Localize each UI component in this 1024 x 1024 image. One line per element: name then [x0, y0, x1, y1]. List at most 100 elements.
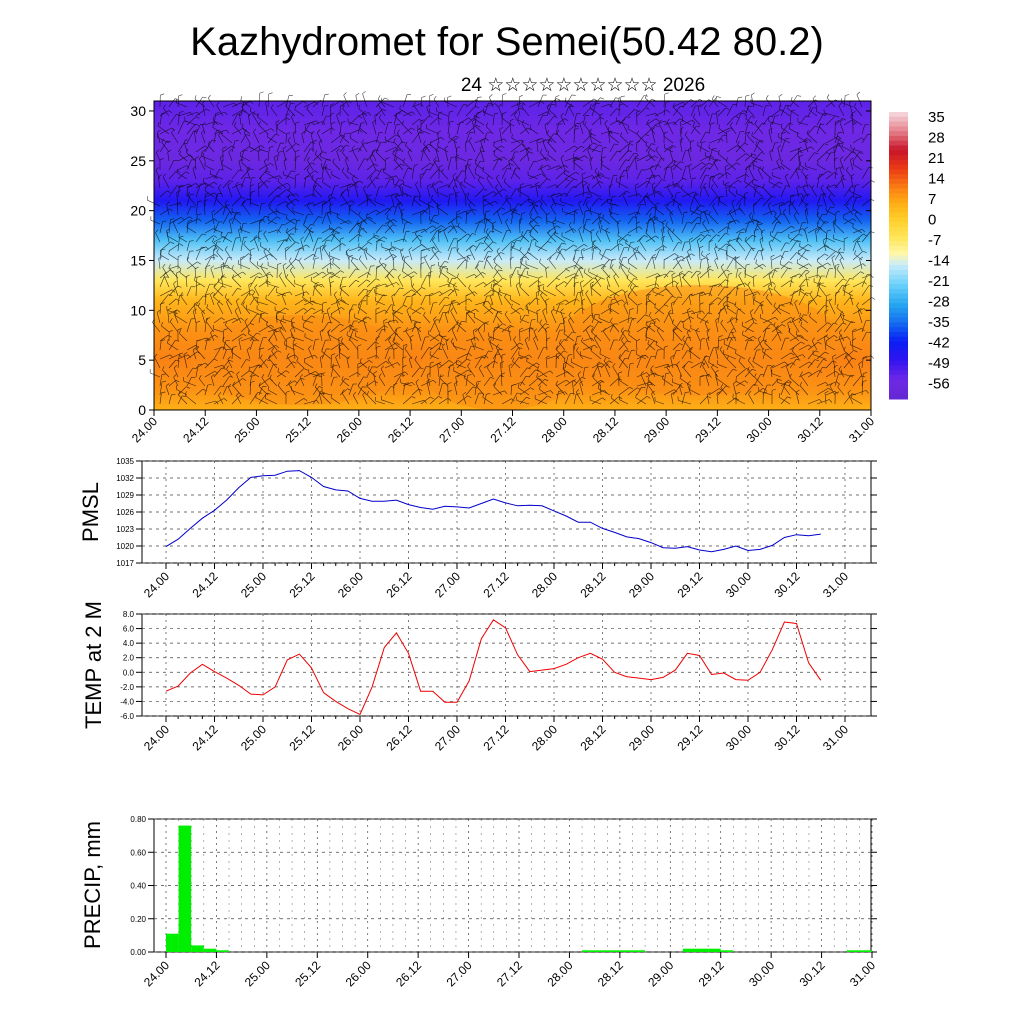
- precip-bar: [720, 950, 734, 952]
- colorbar-cell: [889, 193, 908, 199]
- y-tick-label: 1035: [116, 457, 134, 466]
- x-tick-label: 24.12: [189, 722, 220, 753]
- x-tick-label: 27.12: [487, 414, 518, 445]
- x-tick-label: 26.12: [385, 414, 416, 445]
- colorbar-cell: [889, 298, 908, 304]
- colorbar-cell: [889, 178, 908, 185]
- colorbar-cell: [889, 245, 908, 252]
- colorbar-cell: [889, 360, 908, 367]
- y-tick-label: 1020: [116, 542, 134, 551]
- colorbar-cell: [889, 303, 908, 309]
- colorbar-cell: [889, 394, 908, 400]
- y-axis-label: TEMP at 2 M: [81, 601, 106, 729]
- y-tick-label: -6.0: [120, 712, 134, 721]
- warm-region: [420, 330, 580, 410]
- warm-region: [560, 285, 840, 395]
- colorbar-label: -49: [928, 355, 950, 372]
- colorbar-cell: [889, 212, 908, 218]
- x-tick-label: 31.00: [847, 958, 878, 989]
- colorbar-label: -14: [928, 253, 950, 270]
- colorbar-cell: [889, 312, 908, 319]
- colorbar-label: -28: [928, 294, 950, 311]
- x-tick-label: 26.12: [383, 569, 414, 600]
- colorbar-cell: [889, 308, 908, 314]
- y-tick-label: 20: [130, 203, 146, 219]
- x-tick-label: 27.00: [432, 722, 463, 753]
- colorbar-cell: [889, 375, 908, 381]
- y-tick-label: 8.0: [123, 610, 135, 619]
- colorbar-cell: [889, 236, 908, 242]
- temp-panel: 24.00 24.12 25.00 25.12 26.00 26.12 27.00 27.12…: [0, 601, 877, 753]
- x-tick-label: 24.12: [189, 569, 220, 600]
- x-tick-label: 30.12: [771, 722, 802, 753]
- x-tick-label: 27.00: [432, 569, 463, 600]
- cross-section-panel: 0 5 10 15 20 25 30 24.00 24.12 25.00 25.12 26.00 26.…: [129, 90, 877, 445]
- colorbar-cell: [889, 355, 908, 362]
- colorbar-cell: [889, 293, 908, 300]
- colorbar-cell: [889, 255, 908, 261]
- x-tick-label: 24.00: [141, 958, 172, 989]
- x-tick-label: 26.00: [335, 722, 366, 753]
- precip-bar: [594, 950, 608, 952]
- precip-bar: [695, 948, 709, 952]
- y-tick-label: 0.60: [130, 848, 146, 857]
- colorbar-label: 7: [928, 191, 936, 208]
- y-tick-label: 25: [130, 153, 146, 169]
- y-tick-label: -4.0: [120, 697, 134, 706]
- colorbar-label: -7: [928, 232, 941, 249]
- x-tick-label: 26.00: [343, 958, 374, 989]
- y-tick-label: 4.0: [123, 639, 135, 648]
- colorbar-label: 0: [928, 212, 936, 229]
- colorbar-cell: [889, 169, 908, 175]
- y-tick-label: 1017: [116, 559, 134, 568]
- colorbar-label: -56: [928, 376, 950, 393]
- colorbar-label: -42: [928, 335, 950, 352]
- precip-bar: [178, 825, 192, 952]
- colorbar-cell: [889, 260, 908, 266]
- colorbar-label: 21: [928, 150, 945, 167]
- x-tick-label: 29.00: [645, 958, 676, 989]
- colorbar-cell: [889, 341, 908, 347]
- y-tick-label: 0.40: [130, 882, 146, 891]
- y-tick-label: 1032: [116, 474, 134, 483]
- colorbar-cell: [889, 384, 908, 390]
- colorbar-cell: [889, 202, 908, 209]
- x-tick-label: 29.12: [674, 569, 705, 600]
- pmsl-panel: 24.00 24.12 25.00 25.12 26.00 26.12 27.00 27.12…: [78, 457, 877, 600]
- precip-bar: [216, 950, 229, 952]
- x-tick-label: 24.12: [191, 958, 222, 989]
- colorbar-cell: [889, 322, 908, 328]
- x-tick-label: 25.12: [292, 958, 323, 989]
- y-tick-label: 1026: [116, 508, 134, 517]
- colorbar-cell: [889, 379, 908, 386]
- x-tick-label: 27.00: [436, 414, 467, 445]
- colorbar-label: 35: [928, 109, 945, 126]
- x-tick-label: 29.00: [641, 414, 672, 445]
- y-tick-label: 2.0: [123, 654, 135, 663]
- precip-bar: [708, 948, 721, 952]
- precip-bar: [166, 933, 179, 952]
- wind-barbs: [147, 90, 876, 405]
- colorbar-cell: [889, 332, 908, 338]
- x-tick-label: 27.00: [444, 958, 475, 989]
- colorbar-cell: [889, 131, 908, 137]
- x-tick-label: 30.12: [795, 414, 826, 445]
- x-tick-label: 26.00: [334, 414, 365, 445]
- page-subtitle: 24 ☆☆☆☆☆☆☆☆☆☆ 2026: [461, 75, 705, 96]
- colorbar-cell: [889, 217, 908, 223]
- colorbar-cell: [889, 183, 908, 190]
- colorbar-cell: [889, 284, 908, 290]
- precip-bar: [582, 950, 595, 952]
- x-tick-label: 29.00: [626, 722, 657, 753]
- colorbar-cell: [889, 150, 908, 156]
- colorbar-label: 14: [928, 171, 945, 188]
- x-tick-label: 31.00: [820, 569, 851, 600]
- x-tick-label: 28.12: [590, 414, 621, 445]
- colorbar-cell: [889, 188, 908, 194]
- x-tick-label: 24.12: [180, 414, 211, 445]
- y-tick-label: 0.80: [130, 815, 146, 824]
- colorbar-cell: [889, 288, 908, 295]
- colorbar-label: -21: [928, 273, 950, 290]
- precip-bar: [682, 948, 696, 952]
